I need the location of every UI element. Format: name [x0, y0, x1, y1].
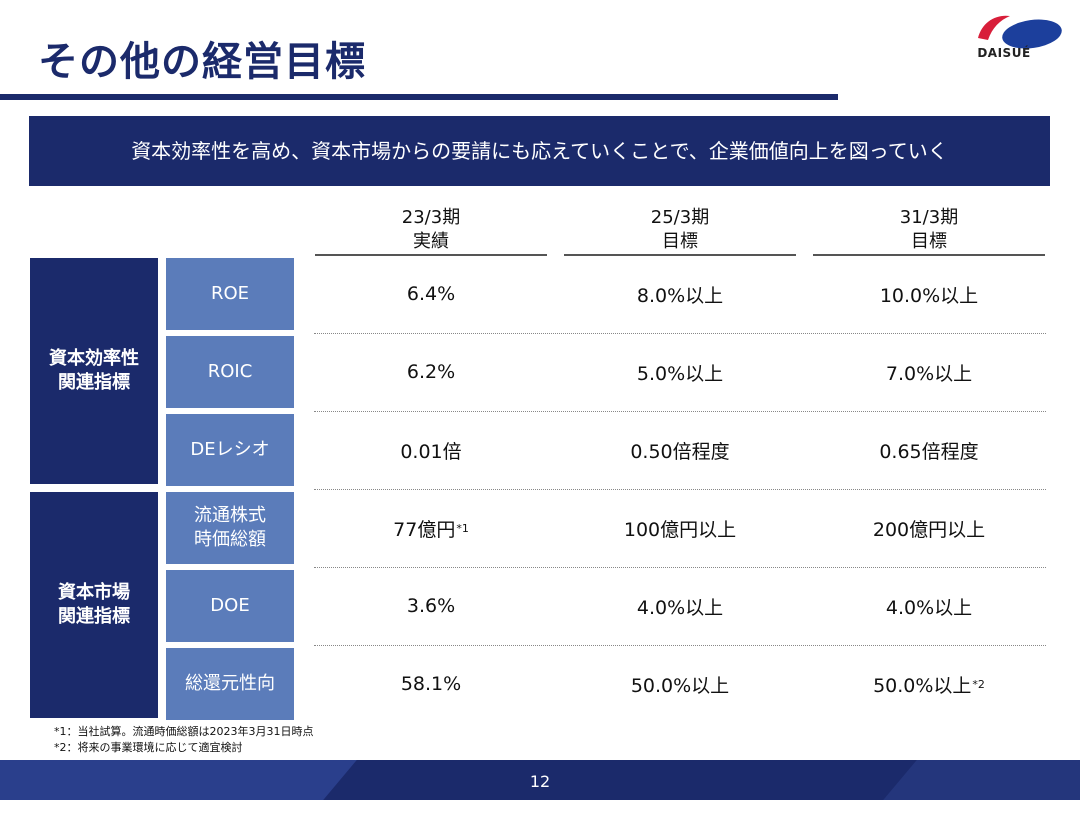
group-capital-efficiency: 資本効率性 関連指標: [30, 258, 158, 484]
table-cell: 0.50倍程度: [564, 414, 796, 486]
cell-value: 50.0%以上: [873, 674, 972, 697]
table-cell: 200億円以上: [813, 492, 1045, 564]
column-header-rule: [315, 254, 547, 256]
metric-label: 総還元性向: [166, 648, 294, 720]
metric-name: ROE: [210, 283, 250, 304]
column-header-kind: 目標: [911, 231, 947, 252]
cell-value: 4.0%以上: [885, 596, 973, 619]
metric-label: 流通株式 時価総額: [166, 492, 294, 564]
metric-name: 総還元性向: [185, 673, 275, 694]
group-label-line2: 関連指標: [58, 372, 130, 393]
table-cell: 58.1%: [315, 648, 547, 720]
table-cell: 6.4%: [315, 258, 547, 330]
column-header-rule: [564, 254, 796, 256]
logo-blue-ellipse: [1002, 19, 1062, 49]
policy-banner: 資本効率性を高め、資本市場からの要請にも応えていくことで、企業価値向上を図ってい…: [29, 116, 1050, 186]
cell-value: 0.01倍: [400, 440, 462, 463]
table-cell: 8.0%以上: [564, 258, 796, 330]
row-divider: [314, 567, 1046, 568]
table-cell: 5.0%以上: [564, 336, 796, 408]
footnote-1: *1：当社試算。流通時価総額は2023年3月31日時点: [54, 725, 314, 738]
group-label-line2: 関連指標: [58, 606, 130, 627]
table-cell: 4.0%以上: [564, 570, 796, 642]
group-label-line1: 資本効率性: [49, 348, 139, 369]
table-cell: 50.0%以上: [564, 648, 796, 720]
cell-value: 3.6%: [406, 595, 456, 617]
cell-value: 58.1%: [400, 673, 462, 695]
row-divider: [314, 333, 1046, 334]
metric-label: DOE: [166, 570, 294, 642]
logo-red-swoosh: [978, 15, 1010, 40]
table-cell: 10.0%以上: [813, 258, 1045, 330]
page-title: その他の経営目標: [38, 39, 366, 85]
table-cell: 77億円 *1: [315, 492, 547, 564]
column-header-rule: [813, 254, 1045, 256]
title-underline: [0, 94, 838, 100]
metric-name-line2: 時価総額: [194, 529, 266, 550]
metric-name: 流通株式: [194, 505, 266, 526]
table-cell: 7.0%以上: [813, 336, 1045, 408]
column-header-period: 25/3期: [650, 207, 710, 228]
cell-value: 77億円: [393, 518, 456, 541]
row-divider: [314, 645, 1046, 646]
page-number: 12: [529, 772, 551, 791]
cell-value: 7.0%以上: [885, 362, 973, 385]
table-cell: 3.6%: [315, 570, 547, 642]
column-header-period: 23/3期: [401, 207, 461, 228]
footnote-marker: *2: [972, 677, 985, 691]
table-cell: 0.01倍: [315, 414, 547, 486]
cell-value: 8.0%以上: [636, 284, 724, 307]
metric-label: ROE: [166, 258, 294, 330]
footer-bar: 12: [0, 760, 1080, 800]
row-divider: [314, 411, 1046, 412]
metric-name: DEレシオ: [190, 439, 270, 460]
table-cell: 50.0%以上 *2: [813, 648, 1045, 720]
metric-name: DOE: [210, 595, 250, 616]
cell-value: 6.4%: [406, 283, 456, 305]
metric-label: ROIC: [166, 336, 294, 408]
table-cell: 0.65倍程度: [813, 414, 1045, 486]
company-logo: [978, 15, 1062, 49]
row-divider: [314, 489, 1046, 490]
table-cell: 4.0%以上: [813, 570, 1045, 642]
cell-value: 200億円以上: [872, 518, 986, 541]
cell-value: 10.0%以上: [879, 284, 979, 307]
column-header-kind: 目標: [662, 231, 698, 252]
column-header-kind: 実績: [413, 231, 449, 252]
table-cell: 100億円以上: [564, 492, 796, 564]
logo-text: DAISUÉ: [977, 46, 1031, 60]
cell-value: 4.0%以上: [636, 596, 724, 619]
column-header-period: 31/3期: [899, 207, 959, 228]
cell-value: 6.2%: [406, 361, 456, 383]
footnote-2: *2：将来の事業環境に応じて適宜検討: [54, 741, 243, 754]
metric-label: DEレシオ: [166, 414, 294, 486]
cell-value: 100億円以上: [623, 518, 737, 541]
table-cell: 6.2%: [315, 336, 547, 408]
metric-name: ROIC: [207, 361, 253, 382]
cell-value: 50.0%以上: [630, 674, 730, 697]
group-label-line1: 資本市場: [58, 582, 130, 603]
cell-value: 0.50倍程度: [630, 440, 730, 463]
cell-value: 5.0%以上: [636, 362, 724, 385]
footnote-marker: *1: [456, 521, 469, 535]
group-capital-market: 資本市場 関連指標: [30, 492, 158, 718]
cell-value: 0.65倍程度: [879, 440, 979, 463]
